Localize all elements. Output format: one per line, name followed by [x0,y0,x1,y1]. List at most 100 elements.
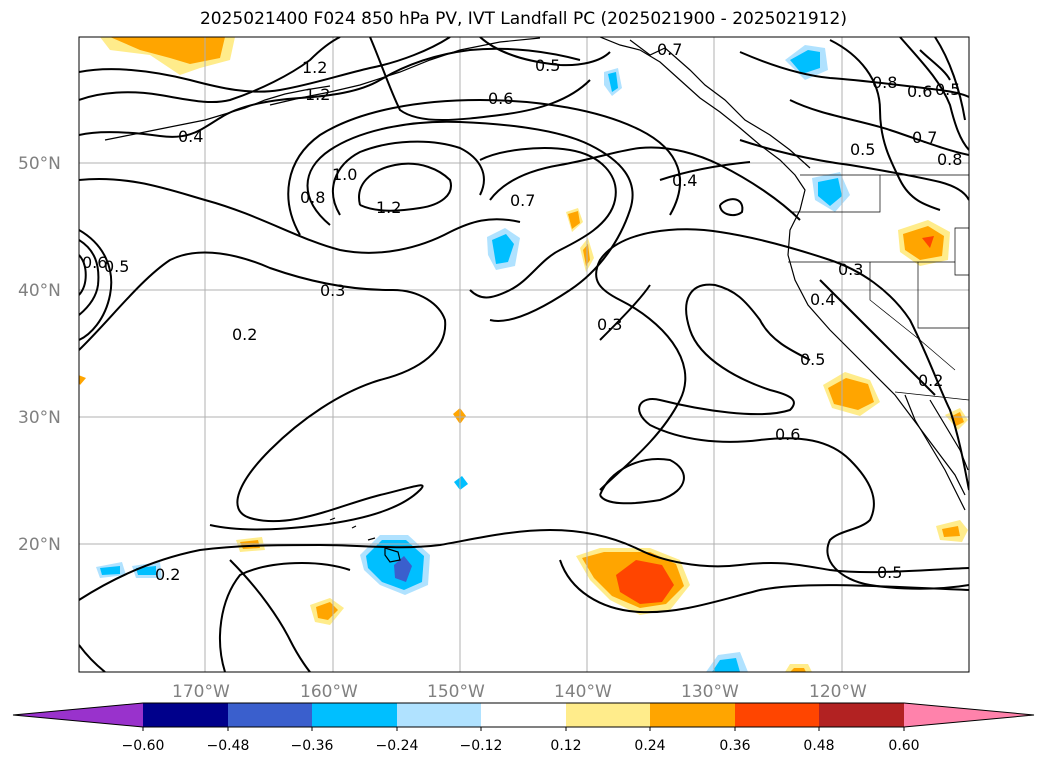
contour-label: 0.8 [872,73,897,92]
contour-label: 0.3 [838,260,863,279]
contour-line [899,37,969,151]
contour-label: 0.5 [535,56,560,75]
contour-line [79,37,451,93]
colorbar-segment [312,703,397,727]
colorbar-segment [566,703,650,727]
colorbar-segment [904,703,1034,727]
negative-anomaly-patch [492,234,514,264]
colorbar-segment [819,703,904,727]
colorbar-tick-label: −0.24 [376,738,419,754]
negative-anomaly-patch [454,476,468,490]
lat-label-30n: 30°N [18,408,61,428]
contour-line [934,37,966,121]
contour-line [79,644,106,672]
contour-label: 0.2 [918,371,943,390]
contour-label: 0.4 [672,171,697,190]
contour-label: 1.2 [376,198,401,217]
lat-label-50n: 50°N [18,154,61,174]
longitude-labels: 170°W 160°W 150°W 140°W 130°W 120°W [172,682,867,702]
colorbar-tick-label: 0.48 [803,738,834,754]
contour-line [489,146,801,221]
contour-line [819,279,936,396]
positive-anomaly-patch [950,412,964,426]
contour-label: 0.3 [320,281,345,300]
contour-label: 0.5 [877,563,902,582]
lon-label-140w: 140°W [554,682,612,702]
contour-line [219,562,351,672]
contour-line [369,37,591,121]
shading-layer [79,37,968,672]
contour-label: 0.5 [104,257,129,276]
contour-line [739,51,969,98]
lat-label-40n: 40°N [18,281,61,301]
colorbar-segment [228,703,312,727]
contour-line [919,49,951,81]
contour-line [79,254,87,296]
contour-line [331,140,485,216]
contour-line [638,283,969,590]
contour-label: 0.6 [775,425,800,444]
contour-label: 0.6 [82,253,107,272]
negative-anomaly-patch [790,50,820,74]
contour-line [79,251,447,531]
lon-label-120w: 120°W [809,682,867,702]
contour-line [469,147,617,299]
positive-anomaly-patch [903,226,944,260]
lon-label-160w: 160°W [300,682,358,702]
north-america-coast [599,37,966,496]
contour-line [789,99,969,156]
contour-line [79,178,521,254]
oregon-washington-border [790,175,881,213]
contour-label: 0.2 [232,325,257,344]
contour-line [479,37,611,67]
contour-label: 1.2 [302,58,327,77]
positive-anomaly-patch [828,378,874,410]
contour-label: 0.3 [597,315,622,334]
contour-label: 0.8 [937,150,962,169]
positive-anomaly-patch [942,526,960,537]
contour-line [829,39,941,211]
us-mexico-border [894,391,969,401]
colorbar-segment [143,703,228,727]
canada-coastline-detail [629,39,811,169]
map-frame [78,36,970,673]
contour-label: 0.4 [178,127,203,146]
colorbar-tick-label: 0.60 [888,738,919,754]
negative-anomaly-patch [712,658,740,672]
coastlines [104,37,969,563]
contour-line [595,228,969,491]
contour-labels: 1.2 1.2 0.4 0.6 0.5 0.7 0.8 0.6 0.5 0.8 … [82,40,962,584]
contour-label: 1.0 [332,165,357,184]
idaho-border [954,227,969,276]
alaska-peninsula [269,37,541,106]
contour-label: 0.7 [510,191,535,210]
positive-anomaly-patch [568,211,580,229]
contour-line [287,98,681,236]
colorbar-tick-label: 0.12 [550,738,581,754]
contour-line [79,229,113,341]
colorbar-segment [650,703,735,727]
positive-anomaly-patch [110,37,225,64]
latitude-labels: 50°N 40°N 30°N 20°N [18,154,61,555]
contour-label: 1.2 [305,85,330,104]
contour-line [358,162,452,212]
contour-line [599,284,651,341]
contour-label: 0.2 [155,565,180,584]
contour-line [719,198,744,217]
hawaii-islands [329,517,401,563]
contour-line [79,37,341,104]
colorbar-tick-label: 0.36 [719,738,750,754]
contour-line [306,120,634,322]
colorbar-tick-label: −0.48 [207,738,250,754]
map-title: 2025021400 F024 850 hPa PV, IVT Landfall… [199,9,847,29]
contour-line [79,239,100,316]
colorbar-segment [13,703,143,727]
contour-label: 0.6 [907,82,932,101]
negative-anomaly-patch [100,566,120,575]
colorbar-segment [481,703,566,727]
colorbar-tick-labels: −0.60 −0.48 −0.36 −0.24 −0.12 0.12 0.24 … [122,738,920,754]
contour-line [659,161,751,181]
colorbar-segment [397,703,481,727]
